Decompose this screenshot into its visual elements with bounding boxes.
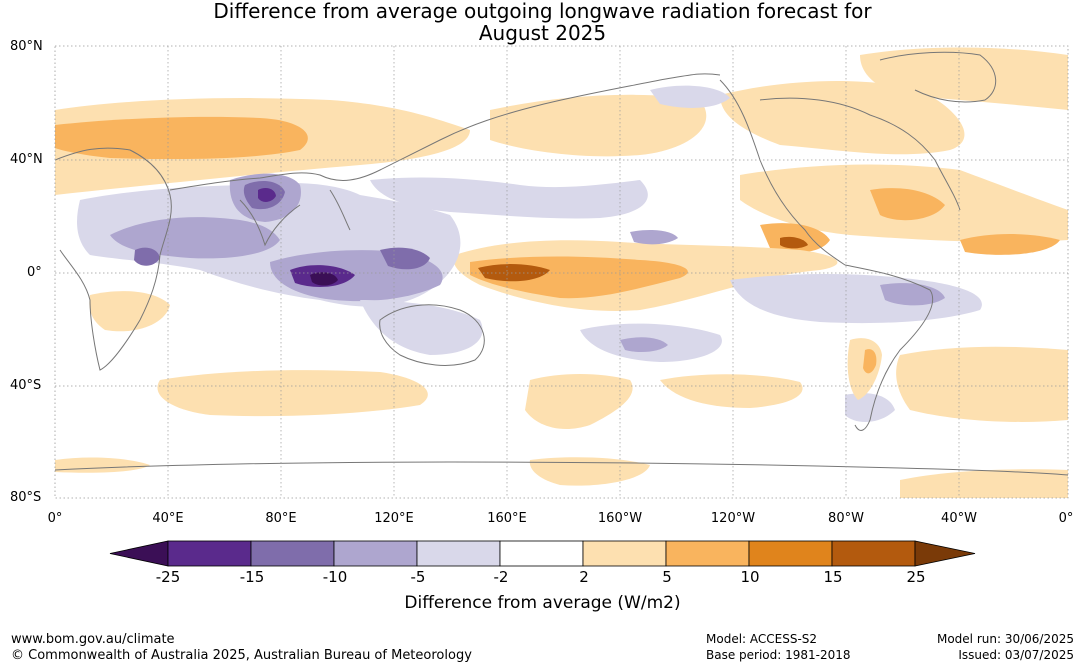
lon-label: 80°W — [828, 511, 864, 526]
anomaly-area — [650, 85, 730, 108]
lat-label: 40°N — [10, 152, 43, 167]
anomaly-area — [55, 116, 308, 160]
anomaly-area — [863, 349, 877, 374]
website-link[interactable]: www.bom.gov.au/climate — [11, 632, 175, 647]
anomaly-area — [258, 188, 276, 202]
lon-label: 120°E — [374, 511, 414, 526]
copyright-text: © Commonwealth of Australia 2025, Austra… — [11, 648, 472, 663]
base-period-text: Base period: 1981-2018 — [706, 648, 851, 662]
anomaly-shading — [55, 46, 1068, 498]
colorbar — [109, 540, 976, 567]
lon-label: 0° — [1058, 511, 1074, 526]
anomaly-area — [845, 393, 895, 422]
lat-label: 80°N — [10, 39, 43, 54]
colorbar-swatch — [499, 540, 584, 567]
lon-label: 120°W — [710, 511, 756, 526]
colorbar-tick-label: 10 — [740, 568, 760, 586]
anomaly-area — [110, 217, 280, 259]
colorbar-swatch — [748, 540, 833, 567]
anomaly-area — [900, 469, 1068, 498]
colorbar-tick-label: -15 — [239, 568, 265, 586]
lat-label: 40°S — [10, 378, 42, 393]
anomaly-area — [860, 47, 1068, 110]
anomaly-area — [380, 247, 430, 270]
anomaly-area — [370, 177, 648, 219]
anomaly-area — [870, 188, 945, 221]
model-text: Model: ACCESS-S2 — [706, 632, 818, 646]
colorbar-tick-label: 25 — [906, 568, 926, 586]
map-border — [54, 45, 1069, 499]
colorbar-tick-label: -5 — [410, 568, 426, 586]
map-title-line2: August 2025 — [478, 21, 607, 45]
issued-text: Issued: 03/07/2025 — [958, 648, 1074, 662]
anomaly-area — [478, 264, 550, 282]
colorbar-swatch — [831, 540, 916, 567]
anomaly-area — [157, 370, 428, 417]
anomaly-area — [880, 283, 945, 306]
colorbar-tick-label: -25 — [155, 568, 181, 586]
lon-label: 160°E — [487, 511, 527, 526]
colorbar-label: Difference from average (W/m2) — [404, 593, 681, 613]
lon-label: 80°E — [265, 511, 297, 526]
colorbar-tick-label: 5 — [662, 568, 672, 586]
colorbar-tick-label: 2 — [579, 568, 589, 586]
anomaly-area — [630, 230, 678, 245]
lon-label: 40°E — [152, 511, 184, 526]
colorbar-tick-label: -2 — [493, 568, 509, 586]
colorbar-swatch — [665, 540, 750, 567]
colorbar-arrow-low — [109, 540, 169, 567]
anomaly-area — [896, 346, 1068, 422]
colorbar-swatch — [582, 540, 667, 567]
map-title-line1: Difference from average outgoing longwav… — [213, 0, 872, 23]
coastlines — [55, 51, 1068, 476]
lon-label: 40°W — [941, 511, 977, 526]
model-run-text: Model run: 30/06/2025 — [936, 632, 1074, 646]
graticule — [55, 46, 1068, 498]
anomaly-area — [660, 374, 803, 408]
lon-label: 160°W — [597, 511, 643, 526]
anomaly-area — [620, 337, 668, 353]
colorbar-swatch — [250, 540, 335, 567]
colorbar-swatch — [167, 540, 252, 567]
anomaly-area — [720, 80, 965, 155]
anomaly-area — [310, 272, 338, 286]
lon-label: 0° — [47, 511, 63, 526]
anomaly-area — [134, 247, 160, 266]
colorbar-tick-label: -10 — [322, 568, 348, 586]
anomaly-area — [780, 236, 808, 249]
lat-label: 80°S — [10, 490, 42, 505]
colorbar-arrow-high — [914, 540, 976, 567]
colorbar-tick-label: 15 — [823, 568, 843, 586]
anomaly-area — [490, 94, 707, 157]
anomaly-area — [89, 291, 170, 332]
anomaly-area — [960, 234, 1060, 255]
colorbar-swatch — [333, 540, 418, 567]
anomaly-area — [525, 374, 633, 430]
colorbar-swatch — [416, 540, 501, 567]
lat-label: 0° — [27, 265, 42, 280]
